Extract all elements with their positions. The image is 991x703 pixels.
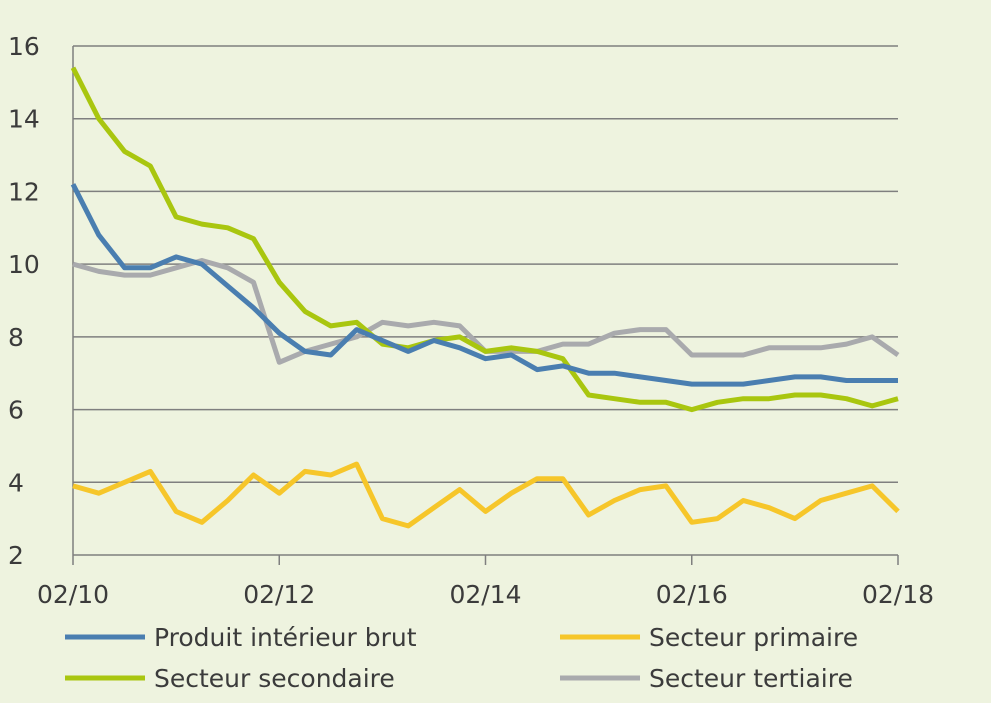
series-line-3 [72, 258, 900, 365]
y-tick-label: 10 [8, 250, 40, 279]
series-line-2 [70, 66, 899, 413]
y-tick-label: 12 [8, 177, 40, 206]
y-tick-label: 8 [8, 323, 24, 352]
x-tick-label: 02/10 [37, 580, 109, 609]
legend-item: Secteur tertiaire [560, 664, 853, 693]
legend-item: Produit intérieur brut [65, 623, 417, 652]
y-tick-label: 4 [8, 468, 24, 497]
legend-label: Secteur tertiaire [649, 664, 853, 693]
legend-label: Secteur primaire [649, 623, 858, 652]
legend-item: Secteur primaire [560, 623, 858, 652]
legend-label: Secteur secondaire [154, 664, 395, 693]
y-tick-label: 16 [8, 32, 40, 61]
x-tick-label: 02/12 [243, 580, 315, 609]
series-lines [70, 66, 900, 529]
x-tick-label: 02/18 [862, 580, 934, 609]
series-line-1 [72, 461, 900, 529]
axes: 2 4 6 8 10 12 14 16 02/10 02/12 02/14 02/16 02/18 [8, 32, 934, 609]
legend: Produit intérieur brut Secteur primaire Se… [65, 623, 858, 693]
legend-label: Produit intérieur brut [154, 623, 417, 652]
x-tick-label: 02/16 [656, 580, 728, 609]
y-tick-label: 6 [8, 396, 24, 425]
y-tick-label: 2 [8, 541, 24, 570]
legend-item: Secteur secondaire [65, 664, 395, 693]
y-tick-label: 14 [8, 105, 40, 134]
x-tick-label: 02/14 [449, 580, 521, 609]
series-line-0 [70, 183, 898, 387]
